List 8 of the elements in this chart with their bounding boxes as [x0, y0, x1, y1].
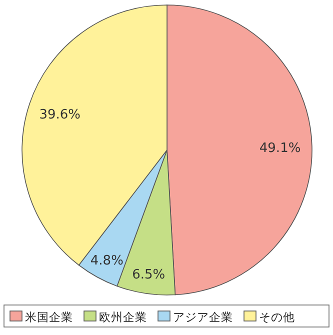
legend-label: アジア企業 [173, 310, 233, 324]
legend-label: 欧州企業 [99, 310, 147, 324]
data-label: 49.1% [259, 140, 301, 156]
legend-label: 米国企業 [25, 310, 73, 324]
data-label: 6.5% [132, 267, 166, 282]
data-label: 39.6% [39, 108, 81, 123]
data-label: 4.8% [90, 253, 124, 268]
legend-label: その他 [259, 310, 295, 324]
